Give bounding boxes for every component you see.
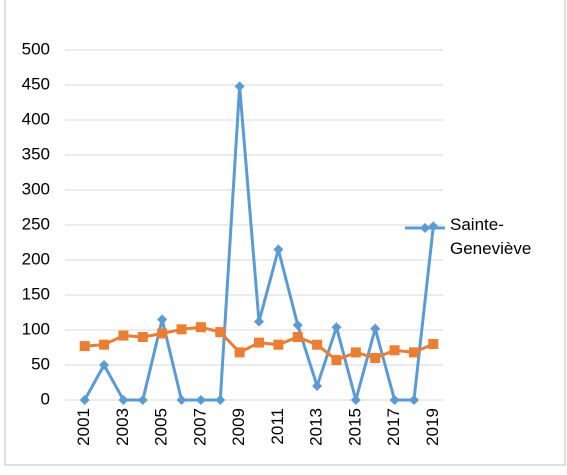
y-tick-label: 500 [22, 39, 50, 58]
marker [157, 328, 168, 339]
y-tick-label: 400 [22, 109, 50, 128]
marker [292, 332, 303, 342]
marker [79, 341, 90, 352]
marker [350, 395, 361, 405]
series-line [83, 86, 435, 406]
marker [137, 332, 148, 342]
marker [215, 327, 226, 338]
marker [420, 223, 430, 233]
marker [389, 345, 400, 356]
y-tick-label: 100 [22, 319, 50, 338]
marker [428, 339, 439, 349]
x-tick-label: 2017 [384, 408, 403, 446]
y-tick-label: 250 [22, 214, 50, 233]
marker [234, 81, 245, 92]
y-tick-label: 200 [22, 249, 50, 268]
marker [176, 395, 187, 405]
marker [273, 244, 284, 255]
marker [389, 395, 400, 405]
marker [370, 323, 381, 334]
y-tick-label: 50 [31, 354, 50, 373]
marker [254, 316, 264, 327]
y-tick-label: 350 [22, 144, 50, 163]
x-tick-label: 2001 [74, 408, 93, 446]
y-tick-label: 0 [41, 389, 50, 408]
marker [99, 360, 110, 370]
x-tick-label: 2007 [190, 408, 209, 446]
y-tick-label: 450 [22, 74, 50, 93]
marker [79, 395, 90, 405]
y-tick-label: 300 [22, 179, 50, 198]
marker [312, 381, 323, 391]
marker [215, 395, 226, 405]
marker [137, 395, 148, 405]
x-tick-label: 2013 [307, 408, 326, 446]
marker [331, 355, 342, 366]
marker [176, 324, 187, 335]
marker [99, 339, 110, 350]
marker [195, 395, 206, 405]
marker [118, 395, 129, 405]
x-tick-label: 2015 [345, 408, 364, 446]
legend-label: Sainte-Geneviève [450, 215, 532, 258]
marker [408, 395, 419, 405]
marker [428, 221, 439, 232]
marker [350, 347, 361, 358]
marker [331, 322, 342, 333]
marker [273, 339, 284, 350]
marker [195, 322, 206, 333]
marker [312, 339, 323, 350]
marker [408, 347, 419, 358]
x-tick-label: 2011 [268, 408, 287, 445]
marker [370, 353, 381, 363]
x-tick-label: 2005 [152, 408, 171, 446]
marker [118, 330, 129, 341]
x-tick-label: 2019 [423, 408, 442, 446]
x-tick-label: 2003 [113, 408, 132, 446]
chart-border [4, 0, 566, 466]
marker [157, 314, 168, 325]
marker [292, 320, 303, 331]
x-tick-label: 2009 [229, 408, 248, 446]
y-tick-label: 150 [22, 284, 50, 303]
marker [234, 347, 245, 358]
marker [254, 337, 264, 348]
